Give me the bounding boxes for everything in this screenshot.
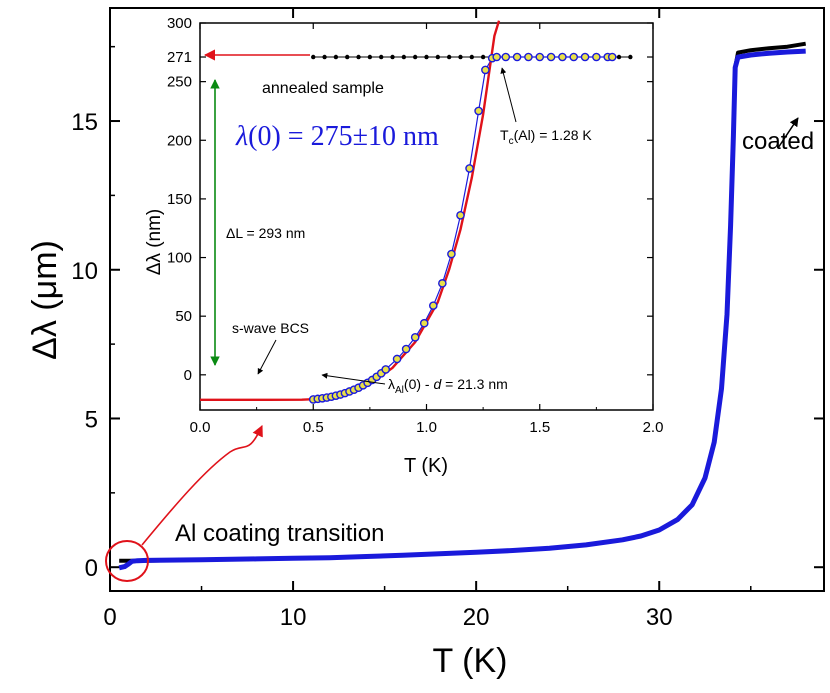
tc-arrow: [500, 67, 517, 123]
inset-y-tick-label: 50: [175, 308, 192, 325]
annotation-coated: coated: [742, 128, 814, 155]
annotation-s-wave-bcs: s-wave BCS: [232, 320, 309, 336]
inset-data-point: [481, 65, 490, 75]
inset-data-point: [607, 52, 617, 62]
inset-plot-frame: [199, 22, 654, 411]
inset-data-point: [592, 52, 601, 62]
main-y-tick-label: 15: [71, 109, 98, 136]
inset-data-point: [580, 52, 590, 62]
inset-reference-point: [469, 54, 474, 60]
inset-reference-point: [446, 54, 452, 60]
inset-data-point: [558, 52, 567, 62]
inset-reference-point: [333, 54, 339, 60]
main-y-tick-label: 10: [71, 258, 98, 285]
inset-data-point: [419, 318, 429, 328]
main-y-tick-label: 5: [85, 406, 98, 433]
inset-reference-point: [311, 54, 316, 60]
inset-series-group: [200, 20, 633, 404]
annotation-delta-l: ΔL = 293 nm: [226, 225, 305, 241]
main-plot-frame: [109, 7, 825, 592]
inset-y-tick-label: 271: [167, 49, 192, 66]
inset-axis-ticks: 0.0 0.5 1.0 1.5 2.0 0 50 100 150 200 250 271 300: [167, 15, 663, 436]
inset-reference-point: [356, 54, 361, 60]
coated-arrow: [777, 117, 799, 149]
main-x-tick-label: 20: [463, 604, 490, 631]
main-series-group: [118, 41, 807, 571]
inset-reference-point: [412, 54, 418, 60]
inset-reference-point: [628, 54, 633, 60]
lambda-al-arrow: [321, 372, 386, 385]
inset-data-point: [438, 279, 447, 288]
annotation-tc: Tc(Al) = 1.28 K: [500, 127, 592, 147]
inset-data-point: [428, 301, 438, 310]
main-y-tick-label: 0: [85, 555, 98, 582]
inset-x-tick-label: 0.5: [303, 419, 324, 436]
annotation-al-coating-transition: Al coating transition: [175, 520, 384, 547]
inset-y-tick-label: 300: [167, 15, 192, 32]
inset-data-point: [474, 106, 483, 116]
inset-data-point: [401, 344, 411, 354]
main-x-tick-label: 30: [646, 604, 673, 631]
inset-x-tick-label: 1.5: [529, 419, 550, 436]
inset-x-axis-label: T (K): [404, 455, 448, 477]
penetration-depth-formula: λ(0) = 275±10 nm: [235, 121, 439, 152]
inset-x-tick-label: 1.0: [416, 419, 437, 436]
inset-reference-point: [390, 54, 395, 60]
annotation-lambda-al: λAl(0) - d = 21.3 nm: [388, 376, 508, 396]
inset-reference-point: [379, 54, 384, 60]
inset-y-tick-label: 0: [184, 367, 192, 384]
inset-reference-point: [345, 54, 350, 60]
inset-data-point: [492, 52, 502, 62]
inset-data-point: [546, 52, 556, 62]
inset-reference-point: [322, 54, 327, 60]
inset-y-tick-label: 200: [167, 132, 192, 149]
inset-y-tick-label: 100: [167, 250, 192, 267]
inset-data-point: [392, 354, 402, 364]
inset-x-tick-label: 2.0: [643, 419, 664, 436]
main-x-axis-label: T (K): [433, 642, 508, 680]
inset-data-point: [535, 52, 545, 62]
inset-data-point: [569, 52, 579, 62]
inset-data-point: [410, 332, 420, 342]
inset-data-point: [524, 52, 533, 62]
inset-y-axis-label: Δλ (nm): [144, 209, 165, 276]
inset-reference-point: [458, 54, 463, 60]
inset-reference-point: [435, 54, 441, 60]
main-x-tick-label: 10: [280, 604, 307, 631]
inset-y-tick-label: 150: [167, 191, 192, 208]
inset-data-point: [381, 365, 391, 374]
coating-transition-circle: [105, 540, 149, 582]
main-x-tick-label: 0: [103, 604, 116, 631]
inset-plot: 0.0 0.5 1.0 1.5 2.0 0 50 100 150 200 250 271 300 T (…: [144, 15, 663, 477]
main-y-axis-label: Δλ (μm): [26, 240, 64, 360]
main-series-line-1: [118, 48, 806, 571]
inset-data-point: [456, 211, 465, 220]
inset-x-tick-label: 0.0: [190, 419, 211, 436]
bcs-arrow: [257, 339, 277, 375]
inset-y-tick-label: 250: [167, 74, 192, 91]
inset-data-point: [465, 164, 474, 173]
inset-reference-point: [424, 54, 429, 60]
annotation-annealed-sample: annealed sample: [262, 80, 384, 97]
inset-reference-point: [401, 54, 407, 60]
inset-reference-point: [367, 54, 373, 60]
zoom-arrow: [141, 424, 263, 546]
inset-data-point: [447, 249, 456, 259]
inset-data-point: [501, 52, 511, 62]
inset-data-point: [512, 52, 522, 62]
inset-reference-point: [616, 54, 622, 60]
inset-reference-point: [480, 54, 486, 60]
